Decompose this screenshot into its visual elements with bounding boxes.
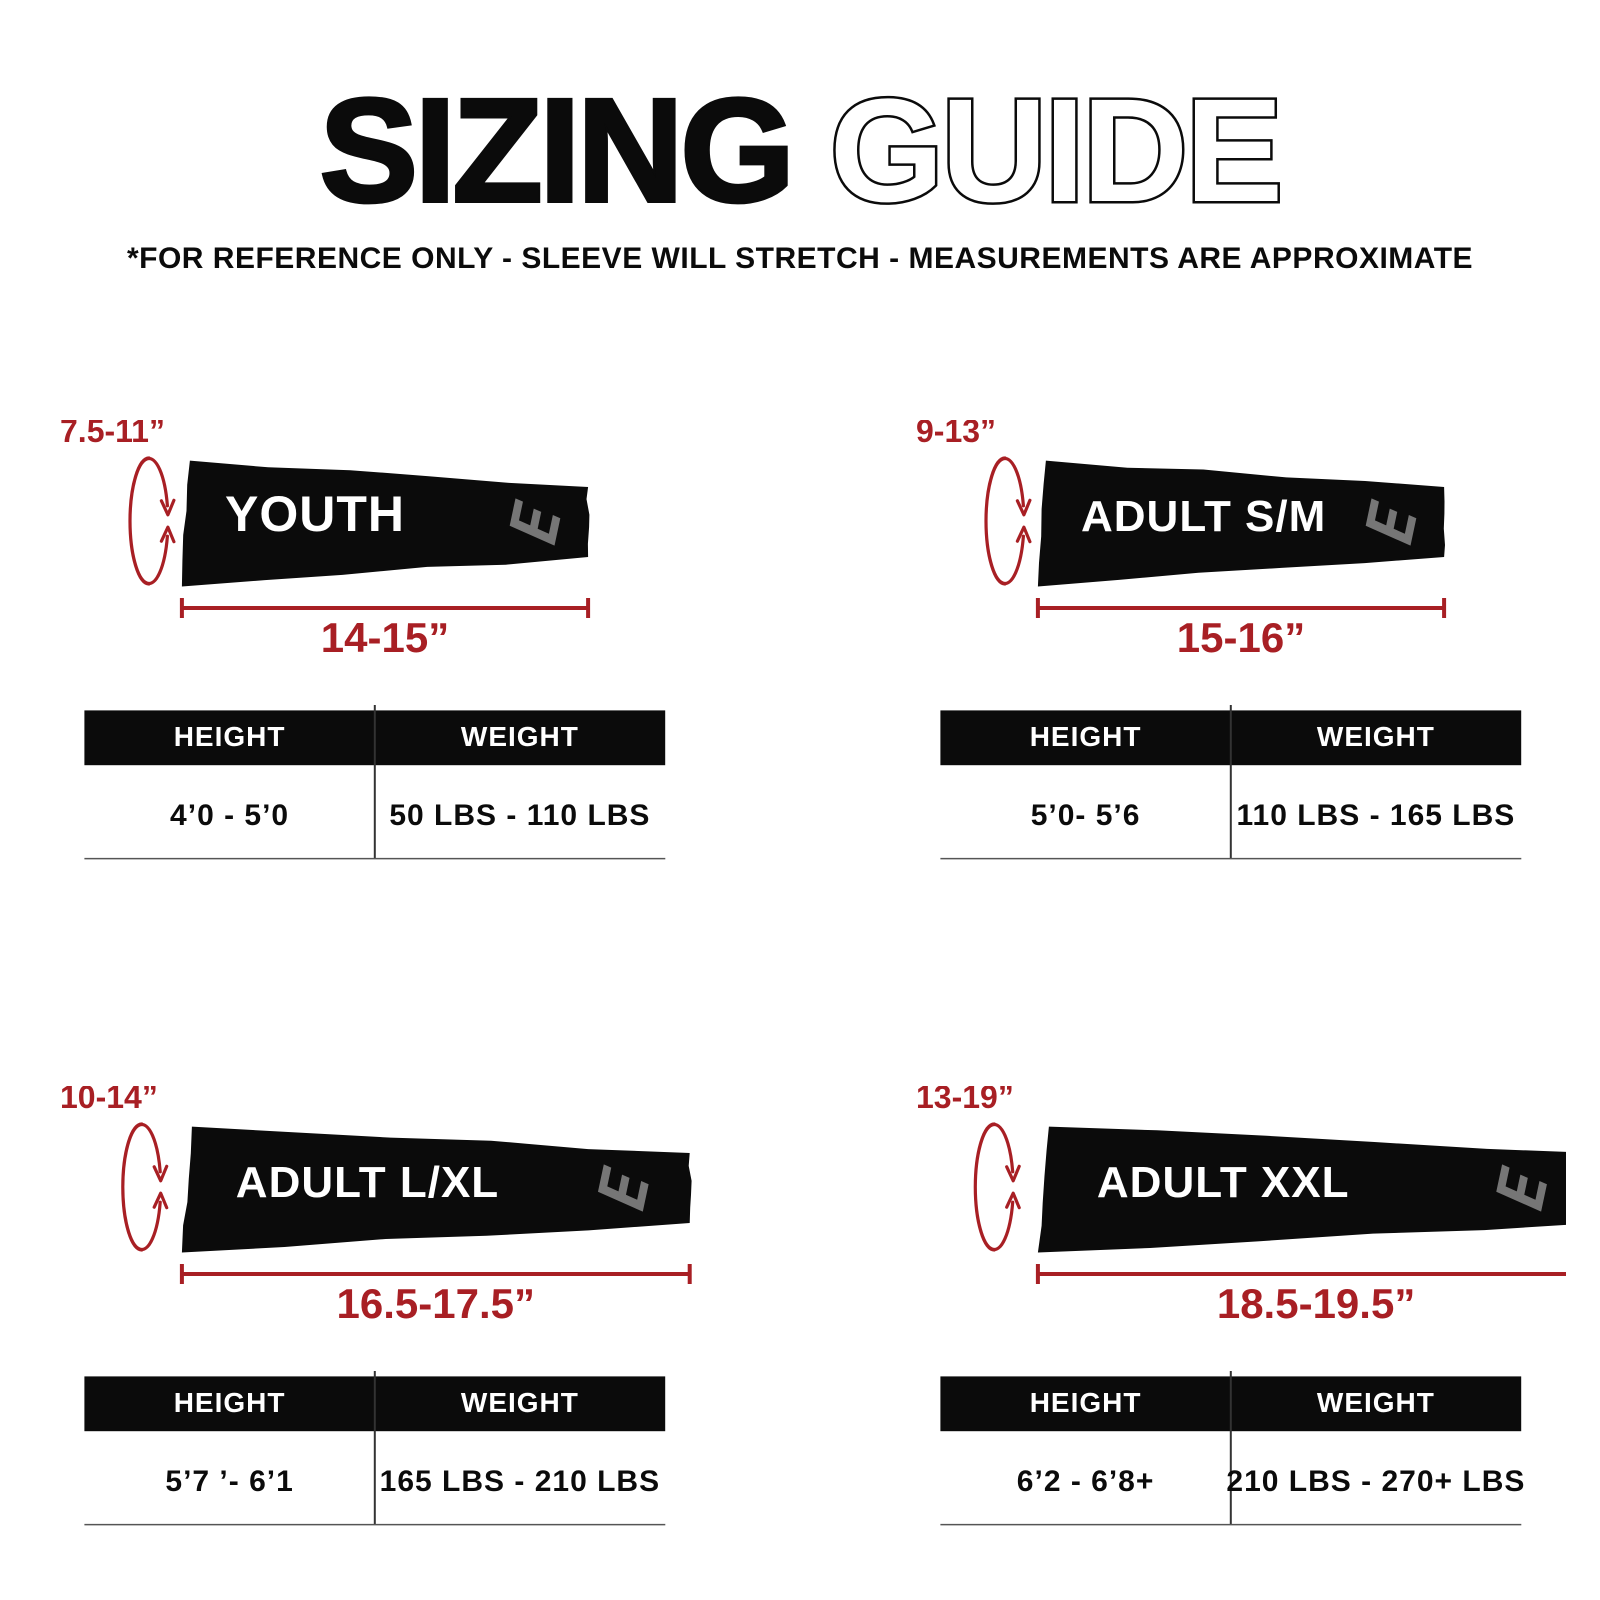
svg-text:WEIGHT: WEIGHT <box>1317 721 1435 752</box>
svg-text:WEIGHT: WEIGHT <box>1317 1387 1435 1418</box>
svg-text:50 LBS - 110 LBS: 50 LBS - 110 LBS <box>389 799 650 832</box>
svg-text:HEIGHT: HEIGHT <box>1030 1387 1142 1418</box>
svg-text:WEIGHT: WEIGHT <box>461 721 579 752</box>
svg-text:5’7 ’- 6’1: 5’7 ’- 6’1 <box>165 1465 293 1498</box>
svg-text:10-14”: 10-14” <box>60 1086 158 1115</box>
svg-text:210 LBS - 270+ LBS: 210 LBS - 270+ LBS <box>1226 1465 1525 1498</box>
svg-text:WEIGHT: WEIGHT <box>461 1387 579 1418</box>
svg-text:18.5-19.5”: 18.5-19.5” <box>1217 1280 1415 1327</box>
svg-text:ADULT L/XL: ADULT L/XL <box>236 1158 499 1207</box>
svg-text:HEIGHT: HEIGHT <box>174 721 286 752</box>
svg-text:HEIGHT: HEIGHT <box>1030 721 1142 752</box>
svg-text:YOUTH: YOUTH <box>225 486 405 542</box>
svg-text:7.5-11”: 7.5-11” <box>60 420 165 449</box>
svg-text:HEIGHT: HEIGHT <box>174 1387 286 1418</box>
svg-text:165 LBS - 210 LBS: 165 LBS - 210 LBS <box>380 1465 660 1498</box>
svg-text:ADULT S/M: ADULT S/M <box>1081 492 1326 541</box>
svg-text:6’2 - 6’8+: 6’2 - 6’8+ <box>1017 1465 1155 1498</box>
svg-text:16.5-17.5”: 16.5-17.5” <box>337 1280 535 1327</box>
svg-text:15-16”: 15-16” <box>1177 614 1305 661</box>
svg-text:ADULT XXL: ADULT XXL <box>1097 1158 1350 1207</box>
svg-text:14-15”: 14-15” <box>321 614 449 661</box>
svg-text:5’0- 5’6: 5’0- 5’6 <box>1031 799 1141 832</box>
svg-text:9-13”: 9-13” <box>916 420 996 449</box>
svg-text:13-19”: 13-19” <box>916 1086 1014 1115</box>
svg-text:4’0 - 5’0: 4’0 - 5’0 <box>170 799 289 832</box>
svg-text:110 LBS - 165 LBS: 110 LBS - 165 LBS <box>1237 799 1516 832</box>
